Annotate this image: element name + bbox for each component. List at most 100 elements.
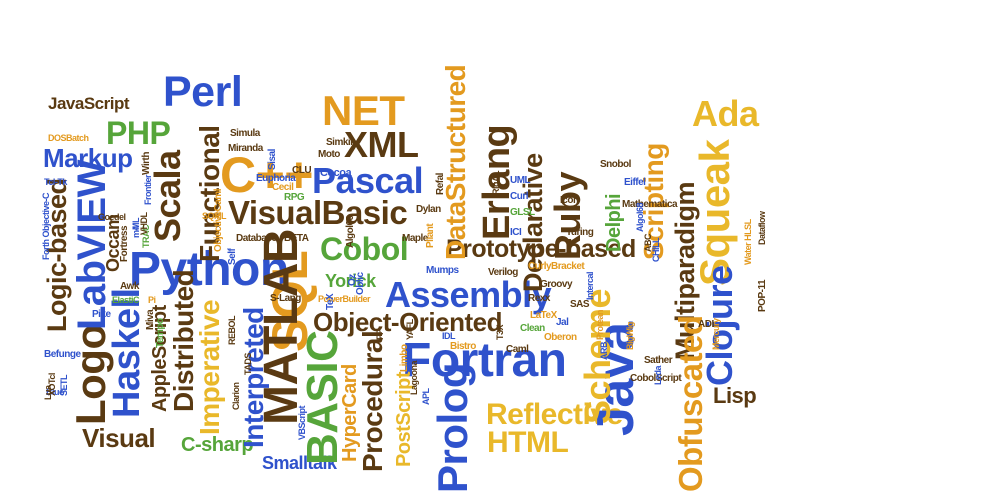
cloud-word: Dylan xyxy=(416,204,441,215)
cloud-word: ICI xyxy=(510,227,522,238)
cloud-word: Goedel xyxy=(98,212,126,222)
cloud-word: Lagoona xyxy=(409,361,419,395)
cloud-word: SETL xyxy=(59,374,69,396)
cloud-word: DataStructured xyxy=(440,64,471,260)
cloud-word: Scala xyxy=(147,150,188,242)
cloud-word: TADS xyxy=(243,353,253,375)
cloud-word: Dataflow xyxy=(757,211,767,245)
cloud-word: Sisal xyxy=(267,149,278,170)
cloud-word: SAS xyxy=(570,299,590,310)
cloud-word: C-sharp xyxy=(181,434,254,456)
cloud-word: Mercury xyxy=(711,318,721,350)
cloud-word: Euphoria xyxy=(256,173,296,184)
cloud-word: UML xyxy=(510,175,531,186)
cloud-word: RPG xyxy=(284,192,305,203)
cloud-word: SQML xyxy=(202,211,227,221)
cloud-word: Maple xyxy=(402,233,428,244)
cloud-word: CLU xyxy=(292,165,312,176)
cloud-word: Lisp xyxy=(713,383,757,408)
cloud-word: VHDL xyxy=(139,212,149,236)
cloud-word: Tcl-Tk xyxy=(44,177,67,187)
cloud-word: APL xyxy=(421,388,431,406)
cloud-word: Assembly xyxy=(385,274,552,315)
cloud-word: Cecil xyxy=(272,182,294,193)
cloud-word: VBScript xyxy=(297,405,307,440)
cloud-word: CobolScript xyxy=(630,373,682,384)
cloud-word: Ruby xyxy=(547,172,588,260)
cloud-word: T3X xyxy=(495,324,505,340)
cloud-word: Interpreted xyxy=(238,307,269,448)
cloud-word: Fortress xyxy=(119,225,130,262)
cloud-word: Oblic xyxy=(355,272,366,295)
cloud-word: Mumps xyxy=(426,265,459,276)
cloud-word: CHILL xyxy=(651,238,661,262)
cloud-word: Snobol xyxy=(600,159,631,170)
cloud-word: RigAL xyxy=(491,171,501,195)
cloud-word: JavaScript xyxy=(48,94,130,113)
cloud-word: Markup xyxy=(43,143,133,173)
cloud-word: Icon xyxy=(560,195,579,206)
cloud-word: Verilog xyxy=(488,267,518,278)
cloud-word: Procedural xyxy=(357,330,388,472)
cloud-word: Simkin xyxy=(326,137,356,148)
cloud-word: Prototype-based xyxy=(446,235,636,263)
cloud-word: Mathematica xyxy=(622,199,678,210)
cloud-word: Perl xyxy=(163,68,243,116)
cloud-word: Imperative xyxy=(194,299,225,435)
cloud-word: DOSBatch xyxy=(48,133,89,143)
cloud-word: ElastiC xyxy=(112,295,140,305)
cloud-word: Intercal xyxy=(585,271,595,300)
cloud-word: C++ xyxy=(220,147,314,203)
cloud-word: CurlyBracket xyxy=(528,261,585,272)
cloud-word: Rexx xyxy=(528,293,550,304)
cloud-word: Leda xyxy=(653,365,663,385)
cloud-word: YAFL xyxy=(405,319,415,340)
cloud-word: Curl xyxy=(510,191,529,202)
cloud-word: Jal xyxy=(556,317,569,328)
cloud-word: BETA xyxy=(284,233,309,244)
cloud-word: Object-Oriented xyxy=(313,307,502,337)
cloud-word: TeX xyxy=(325,293,336,310)
cloud-word: PowerBuilder xyxy=(318,294,371,304)
cloud-word: XOTcl xyxy=(47,373,57,396)
cloud-word: Pike xyxy=(92,309,111,320)
cloud-word: Prolog xyxy=(429,363,476,493)
cloud-word: Obfuscated xyxy=(672,315,709,492)
cloud-word: XML xyxy=(344,124,419,165)
cloud-word: NET xyxy=(322,87,405,134)
cloud-word: HTML xyxy=(487,426,569,459)
cloud-word: Smalltalk xyxy=(262,453,337,473)
cloud-word: S-Lang xyxy=(270,293,301,304)
cloud-word: REBOL xyxy=(227,316,237,345)
cloud-word: ABC xyxy=(643,234,653,252)
cloud-word: Miranda xyxy=(228,143,263,154)
cloud-word: PHP xyxy=(106,115,171,151)
cloud-word: Refal xyxy=(435,173,446,195)
cloud-word: Forth Objective-C xyxy=(41,192,51,260)
cloud-word: Awk xyxy=(120,281,139,292)
cloud-word: Tempo xyxy=(155,318,166,348)
cloud-word: Distributed xyxy=(168,269,199,412)
cloud-word: Turing xyxy=(566,227,594,238)
cloud-word: Ada xyxy=(692,93,759,134)
cloud-word: Groovy xyxy=(540,279,573,290)
cloud-word: LaTeX xyxy=(530,310,557,321)
cloud-word: Algol68 xyxy=(635,202,645,232)
cloud-word: Cocoa xyxy=(320,167,352,179)
cloud-word: Eiffel xyxy=(624,177,646,188)
cloud-word: Water HLSL xyxy=(743,219,753,265)
cloud-word: BigWig xyxy=(625,322,635,350)
cloud-word: Database xyxy=(236,233,277,244)
cloud-word: Limbo xyxy=(399,344,410,373)
cloud-word: Simula xyxy=(230,128,260,139)
cloud-word: Fortran xyxy=(402,334,567,387)
cloud-word: Python xyxy=(129,243,289,296)
cloud-word: VisualBasic xyxy=(228,194,408,231)
cloud-word: Squeak xyxy=(691,139,738,286)
cloud-word: Clarion xyxy=(231,382,241,410)
cloud-word: ADL xyxy=(698,319,718,330)
cloud-word: Algol60 xyxy=(345,215,356,248)
cloud-word: Visual xyxy=(82,423,156,453)
cloud-word: Wirth xyxy=(141,152,152,175)
